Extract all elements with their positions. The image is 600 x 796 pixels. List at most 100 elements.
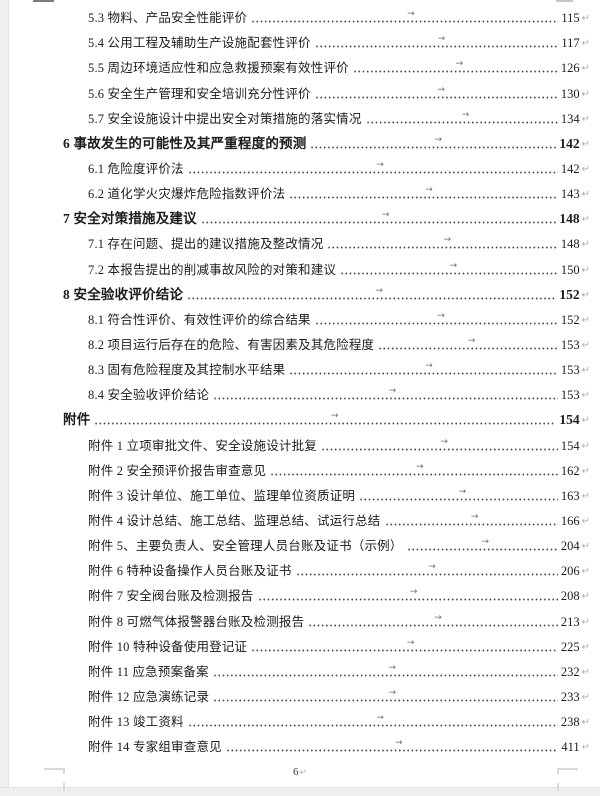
toc-entry[interactable]: 7.1 存在问题、提出的建议措施及整改情况 → 148 ↵: [63, 229, 590, 254]
toc-entry-page: 225: [560, 639, 580, 654]
toc-entry[interactable]: 6.1 危险度评价法 → 142 ↵: [63, 154, 590, 179]
tab-arrow-icon: →: [434, 134, 443, 145]
toc-entry[interactable]: 5.6 安全生产管理和安全培训充分性评价 → 130 ↵: [63, 78, 590, 103]
paragraph-mark-icon: ↵: [581, 138, 590, 150]
tab-arrow-icon: →: [375, 285, 383, 296]
toc-entry-page: 232: [560, 664, 580, 679]
toc-entry-page: 143: [560, 187, 580, 202]
tab-arrow-icon: →: [425, 185, 433, 196]
toc-entry-label: 8.4 安全验收评价结论: [88, 388, 210, 403]
toc-entry-label: 8.3 固有危险程度及其控制水平结果: [88, 363, 286, 378]
toc-entry-page: 150: [560, 262, 580, 277]
dot-leader: →: [187, 160, 558, 174]
paragraph-mark-icon: ↵: [581, 541, 590, 553]
toc-entry[interactable]: 8.2 项目运行后存在的危险、有害因素及其危险程度 → 153 ↵: [63, 330, 590, 355]
toc-entry-page: 134: [560, 111, 580, 126]
tab-arrow-icon: →: [428, 562, 436, 573]
toc-entry[interactable]: 附件 → 154 ↵: [63, 405, 590, 430]
toc-entry-page: 152: [560, 312, 580, 327]
tab-arrow-icon: →: [407, 9, 415, 20]
toc-entry-page: 126: [560, 61, 580, 76]
paragraph-mark-icon: ↵: [581, 239, 590, 251]
paragraph-mark-icon: ↵: [581, 113, 590, 125]
dot-leader: →: [225, 738, 559, 753]
toc-entry-page: 206: [560, 564, 580, 579]
tab-arrow-icon: →: [437, 84, 445, 95]
toc-entry[interactable]: 5.4 公用工程及辅助生产设施配套性评价 → 117 ↵: [63, 28, 590, 53]
toc-entry-label: 7.2 本报告提出的削减事故风险的对策和建议: [88, 262, 337, 277]
paragraph-mark-icon: ↵: [581, 415, 590, 427]
toc-entry[interactable]: 8.4 安全验收评价结论 → 153 ↵: [63, 380, 590, 405]
toc-entry[interactable]: 附件 11 应急预案备案 → 232 ↵: [63, 657, 590, 682]
toc-entry[interactable]: 5.3 物料、产品安全性能评价 → 115 ↵: [63, 3, 590, 28]
paragraph-mark-icon: ↵: [581, 214, 590, 226]
paragraph-mark-icon: ↵: [581, 390, 590, 402]
toc-entry[interactable]: 附件 7 安全阀台账及检测报告 → 208 ↵: [63, 581, 590, 606]
toc-entry-label: 5.6 安全生产管理和安全培训充分性评价: [88, 86, 311, 101]
dot-leader: →: [251, 9, 559, 24]
toc-entry-page: 130: [560, 86, 580, 101]
toc-entry[interactable]: 附件 4 设计总结、施工总结、监理总结、试运行总结 → 166 ↵: [63, 506, 590, 531]
toc-entry[interactable]: 5.5 周边环境适应性和应急救援预案有效性评价 → 126 ↵: [63, 53, 590, 78]
dot-leader: →: [359, 487, 558, 501]
app-background-left-strip: [0, 0, 9, 795]
toc-entry-label: 7 安全对策措施及建议: [63, 211, 197, 227]
toc-entry[interactable]: 附件 14 专家组审查意见 → 411 ↵: [63, 732, 590, 757]
toc-entry-label: 8 安全验收评价结论: [63, 286, 184, 302]
toc-entry[interactable]: 附件 13 竣工资料 → 238 ↵: [63, 707, 590, 732]
toc-entry[interactable]: 7.2 本报告提出的削减事故风险的对策和建议 → 150 ↵: [63, 254, 590, 279]
toc-entry[interactable]: 8.3 固有危险程度及其控制水平结果 → 153 ↵: [63, 355, 590, 380]
toc-entry-label: 5.4 公用工程及辅助生产设施配套性评价: [88, 36, 311, 51]
toc-entry-label: 5.3 物料、产品安全性能评价: [88, 11, 248, 26]
toc-entry-label: 附件 7 安全阀台账及检测报告: [88, 589, 254, 604]
paragraph-mark-icon: ↵: [581, 440, 590, 452]
tab-arrow-icon: →: [330, 411, 339, 422]
toc-entry[interactable]: 6 事故发生的可能性及其严重程度的预测 → 142 ↵: [63, 129, 590, 154]
crop-mark-bottom-right-h: [557, 768, 578, 770]
dot-leader: →: [270, 462, 558, 476]
toc-entry[interactable]: 附件 1 立项审批文件、安全设施设计批复 → 154 ↵: [63, 430, 590, 455]
paragraph-mark-icon: ↵: [581, 289, 590, 301]
paragraph-mark-icon: ↵: [581, 566, 590, 578]
toc-entry[interactable]: 附件 12 应急演练记录 → 233 ↵: [63, 682, 590, 707]
toc-entry-label: 7.1 存在问题、提出的建议措施及整改情况: [88, 237, 324, 252]
toc-entry[interactable]: 6.2 道化学火灾爆炸危险指数评价法 → 143 ↵: [63, 179, 590, 204]
toc-entry[interactable]: 附件 3 设计单位、施工单位、监理单位资质证明 → 163 ↵: [63, 481, 590, 506]
dot-leader: →: [200, 210, 557, 225]
dot-leader: →: [321, 437, 558, 451]
toc-entry-page: 411: [561, 740, 580, 755]
crop-mark-top-left: [33, 0, 54, 2]
dot-leader: →: [94, 411, 557, 426]
toc-entry[interactable]: 附件 5、主要负责人、安全管理人员台账及证书（示例） → 204 ↵: [63, 531, 590, 556]
toc-entry-label: 附件 10 特种设备使用登记证: [88, 639, 248, 654]
toc-entry[interactable]: 5.7 安全设施设计中提出安全对策措施的落实情况 → 134 ↵: [63, 104, 590, 129]
toc-entry[interactable]: 附件 2 安全预评价报告审查意见 → 162 ↵: [63, 456, 590, 481]
paragraph-mark-icon: ↵: [581, 742, 590, 754]
toc-entry-label: 附件 2 安全预评价报告审查意见: [88, 463, 267, 478]
crop-mark-bottom-left-stub: [63, 768, 65, 774]
tab-arrow-icon: →: [376, 159, 384, 170]
toc-entry-page: 162: [560, 463, 580, 478]
toc-entry-page: 154: [559, 412, 580, 428]
toc-entry-page: 148: [559, 211, 580, 227]
toc-entry-label: 6.1 危险度评价法: [88, 161, 184, 176]
toc-entry-label: 8.2 项目运行后存在的危险、有害因素及其危险程度: [88, 337, 375, 352]
tab-arrow-icon: →: [388, 662, 396, 673]
toc-entry[interactable]: 附件 6 特种设备操作人员台账及证书 → 206 ↵: [63, 556, 590, 581]
toc-entry-label: 附件 4 设计总结、施工总结、监理总结、试运行总结: [88, 513, 381, 528]
dot-leader: →: [187, 286, 557, 300]
dot-leader: →: [327, 235, 558, 250]
toc-entry[interactable]: 8 安全验收评价结论 → 152 ↵: [63, 280, 590, 305]
dot-leader: →: [340, 261, 558, 275]
toc-entry[interactable]: 8.1 符合性评价、有效性评价的综合结果 → 152 ↵: [63, 305, 590, 330]
crop-mark-bottom-left-h: [44, 768, 65, 770]
toc-entry-page: 204: [560, 539, 580, 554]
tab-arrow-icon: →: [416, 461, 424, 472]
toc-entry[interactable]: 附件 10 特种设备使用登记证 → 225 ↵: [63, 632, 590, 657]
paragraph-mark-icon: ↵: [581, 88, 590, 100]
toc-entry[interactable]: 附件 8 可燃气体报警器台账及检测报告 → 213 ↵: [63, 606, 590, 631]
tab-arrow-icon: →: [443, 235, 452, 246]
toc-entry-page: 166: [560, 513, 580, 528]
toc-entry[interactable]: 7 安全对策措施及建议 → 148 ↵: [63, 204, 590, 229]
tab-arrow-icon: →: [440, 436, 448, 447]
